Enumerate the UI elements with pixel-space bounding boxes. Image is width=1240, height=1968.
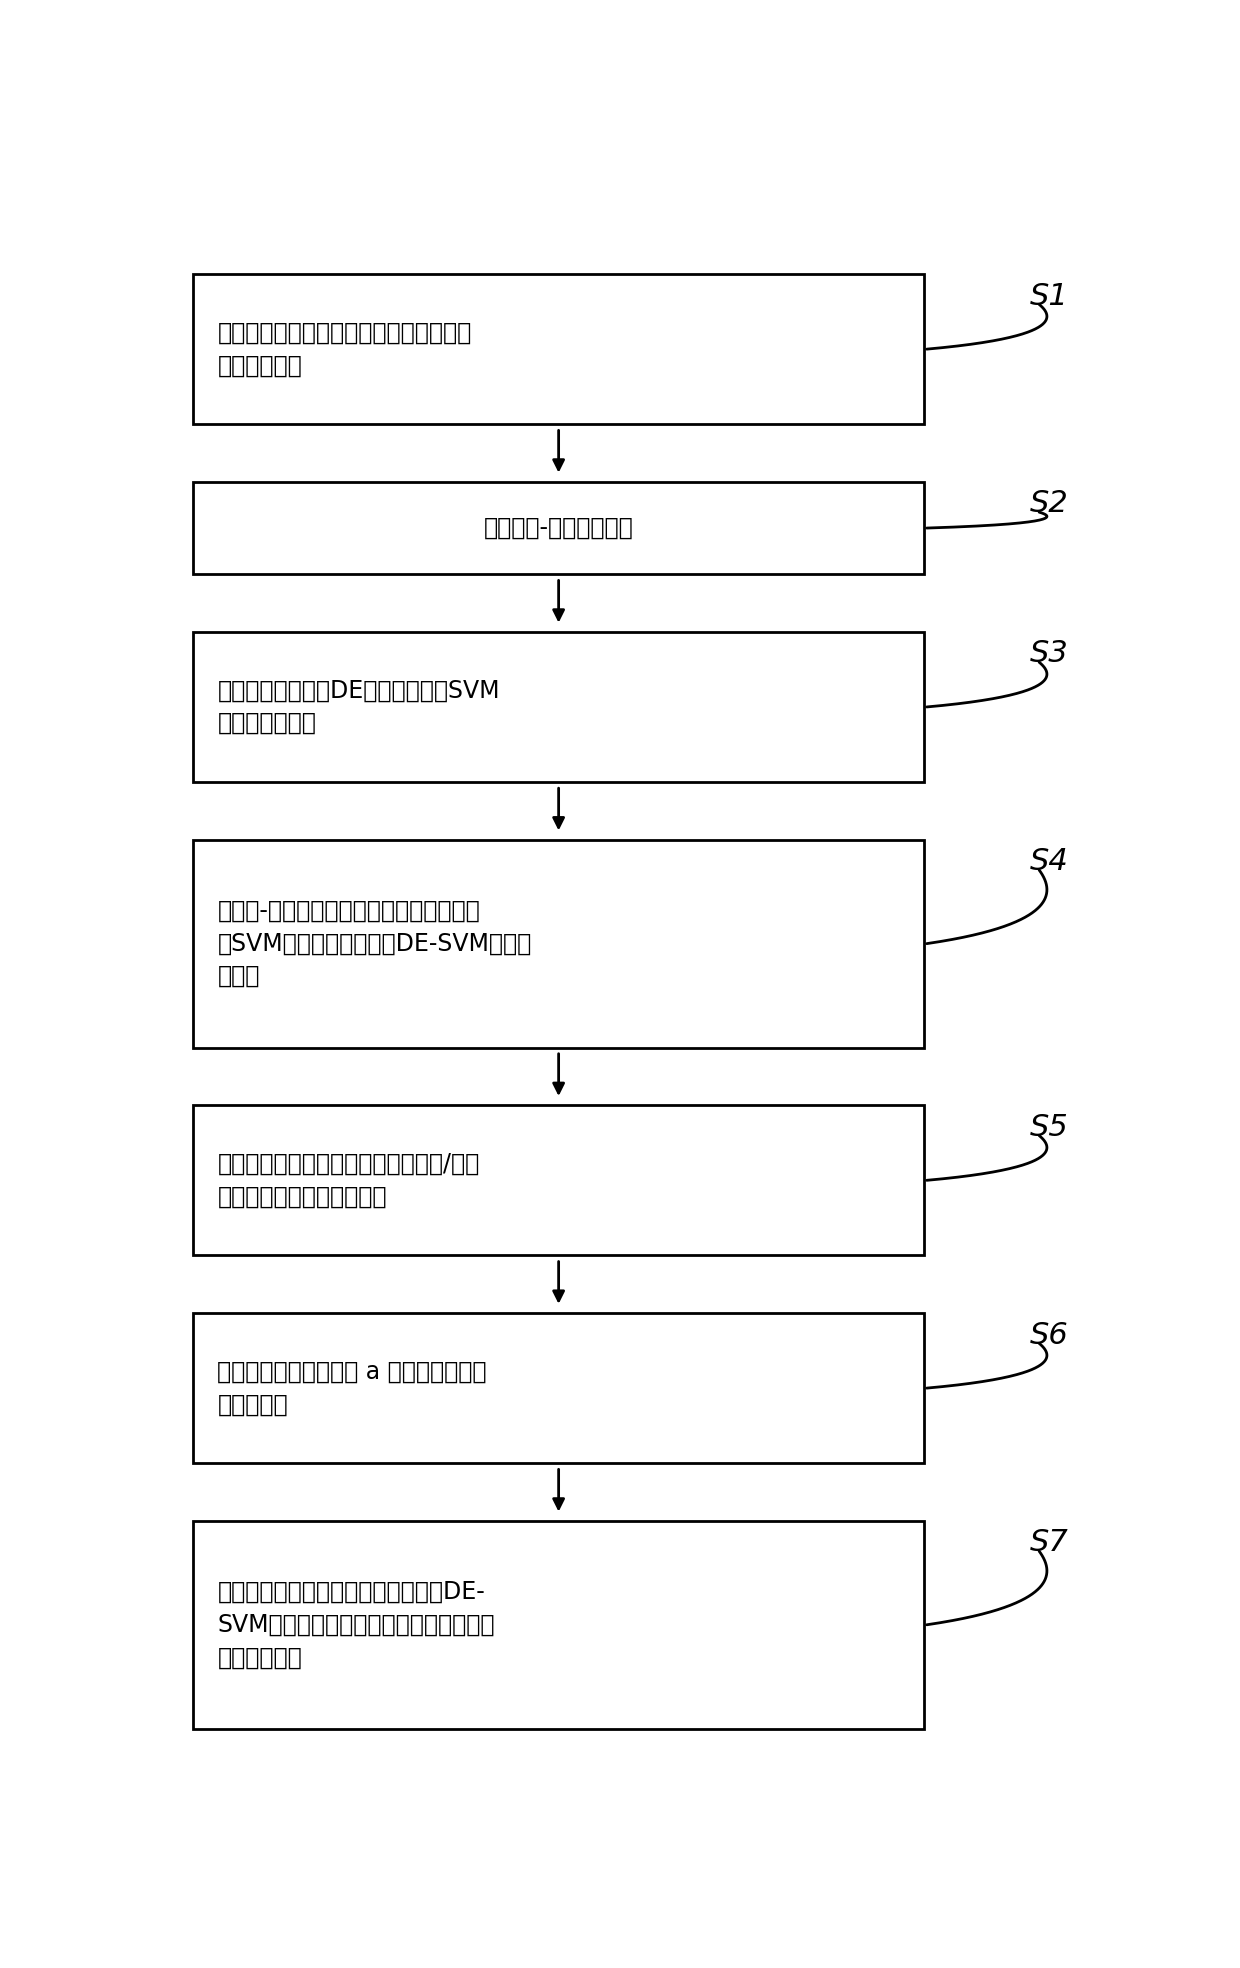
Text: S1: S1 [1029, 281, 1068, 311]
Text: 提取小波分解信号的第 a 层高频系数，绘
制小波波形: 提取小波分解信号的第 a 层高频系数，绘 制小波波形 [217, 1360, 487, 1417]
Text: S3: S3 [1029, 640, 1068, 669]
Bar [193, 482, 924, 575]
Text: 对光学电流互感器的总输出电流进行/层小
波分解，得到小波分解信号: 对光学电流互感器的总输出电流进行/层小 波分解，得到小波分解信号 [217, 1151, 480, 1208]
Text: 将小波波形中暂态时段的电流输入至DE-
SVM误差补偿模型，得到补偿线性双折射
后的输出电流: 将小波波形中暂态时段的电流输入至DE- SVM误差补偿模型，得到补偿线性双折射 … [217, 1580, 495, 1669]
Text: S5: S5 [1029, 1112, 1068, 1141]
Text: 构建输入-输出训练样本: 构建输入-输出训练样本 [484, 516, 634, 539]
Text: S6: S6 [1029, 1321, 1068, 1350]
Bar [193, 1106, 924, 1256]
Text: 利用差分进化算法DE对支持向量机SVM
的参数进行优化: 利用差分进化算法DE对支持向量机SVM 的参数进行优化 [217, 679, 500, 736]
Text: 将被测电流同时注入光学电流互感器及传
统电流互感器: 将被测电流同时注入光学电流互感器及传 统电流互感器 [217, 321, 471, 378]
Text: 将输入-输出训练样本与优化后的支持向量
机SVM的参数结合，得到DE-SVM误差补
偿模型: 将输入-输出训练样本与优化后的支持向量 机SVM的参数结合，得到DE-SVM误差… [217, 899, 532, 988]
Bar [193, 1521, 924, 1728]
Text: S7: S7 [1029, 1529, 1068, 1557]
Bar [193, 1313, 924, 1464]
Text: S4: S4 [1029, 848, 1068, 876]
Bar [193, 840, 924, 1047]
Text: S2: S2 [1029, 490, 1068, 518]
Bar [193, 274, 924, 425]
Bar [193, 632, 924, 781]
